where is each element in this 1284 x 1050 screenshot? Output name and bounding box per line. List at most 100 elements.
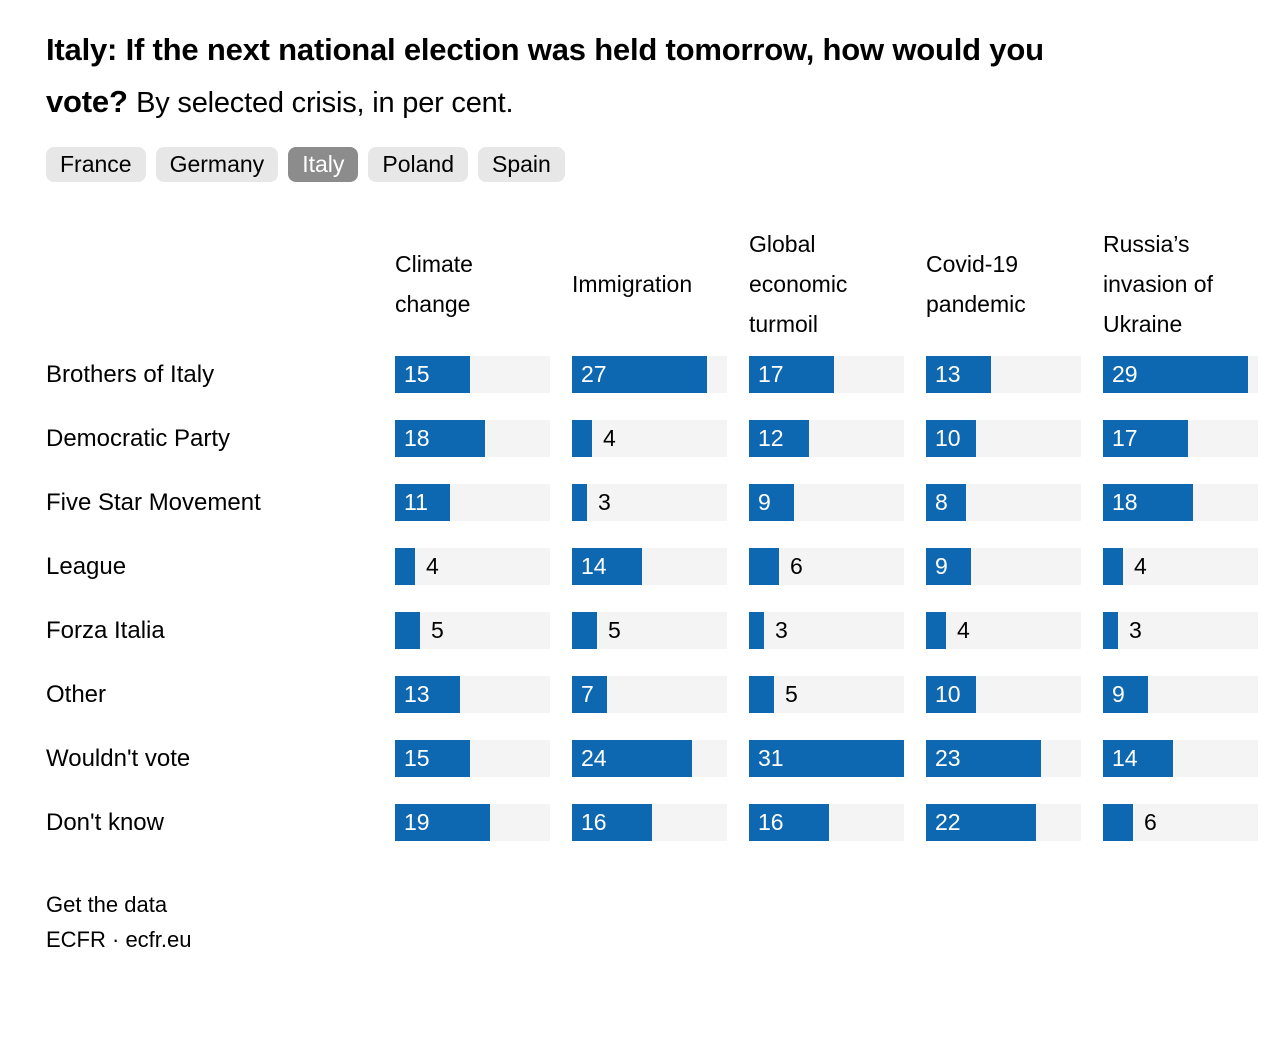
bar-track: 4 — [572, 420, 727, 457]
table-row: League 4 14 6 9 4 — [46, 548, 1258, 585]
tab-germany[interactable]: Germany — [155, 147, 279, 182]
bar-value: 4 — [957, 617, 970, 643]
tab-spain[interactable]: Spain — [478, 147, 565, 182]
bar-value: 10 — [935, 681, 961, 707]
tab-italy[interactable]: Italy — [288, 147, 359, 182]
bar-track: 4 — [1103, 548, 1258, 585]
chart-subtitle: By selected crisis, in per cent. — [136, 87, 514, 119]
bar-value: 29 — [1112, 361, 1138, 387]
bar-track: 24 — [572, 740, 727, 777]
bar-fill — [1103, 740, 1173, 777]
bar-fill — [1103, 484, 1193, 521]
tab-poland[interactable]: Poland — [368, 147, 468, 182]
column-header-1: Climate change — [395, 251, 473, 317]
bar-value: 5 — [431, 617, 444, 643]
column-header-row: Climate change Immigration Global economic… — [46, 218, 1238, 350]
bar-track: 5 — [749, 676, 904, 713]
bar-value: 7 — [581, 681, 594, 707]
bar-fill — [1103, 420, 1188, 457]
bar-track: 15 — [395, 740, 550, 777]
bar-fill — [572, 548, 642, 585]
bar-value: 15 — [404, 361, 430, 387]
bar-value: 3 — [775, 617, 788, 643]
bar-track: 19 — [395, 804, 550, 841]
bar-track: 17 — [749, 356, 904, 393]
table-row: Brothers of Italy 15 27 17 13 29 — [46, 356, 1258, 393]
bar-track: 9 — [749, 484, 904, 521]
bar-fill — [395, 548, 415, 585]
bar-fill — [926, 804, 1036, 841]
bar-track: 5 — [395, 612, 550, 649]
bar-track: 29 — [1103, 356, 1258, 393]
bar-fill — [572, 420, 592, 457]
bar-value: 12 — [758, 425, 784, 451]
bar-fill — [395, 420, 485, 457]
bar-value: 3 — [1129, 617, 1142, 643]
get-the-data-link[interactable]: Get the data — [46, 892, 168, 917]
bar-track: 6 — [749, 548, 904, 585]
bar-fill — [572, 484, 587, 521]
bar-track: 12 — [749, 420, 904, 457]
bar-value: 19 — [404, 809, 430, 835]
bar-track: 16 — [749, 804, 904, 841]
bar-fill — [926, 420, 976, 457]
bar-fill — [749, 676, 774, 713]
bar-value: 14 — [1112, 745, 1138, 771]
bar-track: 10 — [926, 676, 1081, 713]
chart-page: Italy: If the next national election was… — [46, 32, 1258, 952]
column-header-2: Immigration — [572, 271, 693, 297]
title-line2-bold: vote? — [46, 84, 128, 119]
bar-fill — [749, 804, 829, 841]
row-label: Five Star Movement — [46, 488, 261, 516]
bar-track: 6 — [1103, 804, 1258, 841]
bar-fill — [395, 612, 420, 649]
table-row: Don't know 19 16 16 22 6 — [46, 804, 1258, 841]
bar-fill — [1103, 356, 1248, 393]
bar-fill — [572, 804, 652, 841]
bar-track: 3 — [572, 484, 727, 521]
bar-track: 8 — [926, 484, 1081, 521]
bar-value: 4 — [603, 425, 616, 451]
table-row: Forza Italia 5 5 3 4 3 — [46, 612, 1258, 649]
bar-fill — [395, 804, 490, 841]
tab-france[interactable]: France — [46, 147, 146, 182]
column-header-3: Global economic turmoil — [749, 231, 848, 337]
table-row: Democratic Party 18 4 12 10 17 — [46, 420, 1258, 457]
row-label: Brothers of Italy — [46, 360, 215, 388]
bar-track: 16 — [572, 804, 727, 841]
chart-rows: Brothers of Italy 15 27 17 13 29 Democratic Pa… — [46, 356, 1258, 841]
bar-track: 14 — [572, 548, 727, 585]
bar-track: 3 — [749, 612, 904, 649]
bar-track: 9 — [1103, 676, 1258, 713]
bar-fill — [395, 676, 460, 713]
bar-fill — [395, 740, 470, 777]
column-header-4: Covid-19 pandemic — [926, 251, 1026, 317]
bar-track: 23 — [926, 740, 1081, 777]
bar-fill — [1103, 548, 1123, 585]
bar-value: 3 — [598, 489, 611, 515]
bar-fill — [1103, 612, 1118, 649]
bar-track: 3 — [1103, 612, 1258, 649]
country-tab-bar: France Germany Italy Poland Spain — [46, 147, 1238, 182]
bar-track: 4 — [395, 548, 550, 585]
bar-value: 31 — [758, 745, 784, 771]
table-row: Five Star Movement 11 3 9 8 18 — [46, 484, 1258, 521]
bar-value: 4 — [1134, 553, 1147, 579]
bar-track: 14 — [1103, 740, 1258, 777]
bar-fill — [749, 612, 764, 649]
bar-value: 16 — [758, 809, 784, 835]
bar-fill — [926, 356, 991, 393]
bar-track: 13 — [395, 676, 550, 713]
bar-chart-grid: Climate change Immigration Global economic… — [46, 218, 1258, 841]
bar-fill — [926, 548, 971, 585]
bar-value: 9 — [1112, 681, 1125, 707]
bar-value: 9 — [935, 553, 948, 579]
bar-value: 14 — [581, 553, 607, 579]
bar-track: 17 — [1103, 420, 1258, 457]
bar-value: 16 — [581, 809, 607, 835]
bar-fill — [572, 740, 692, 777]
bar-track: 5 — [572, 612, 727, 649]
bar-value: 9 — [758, 489, 771, 515]
bar-value: 4 — [426, 553, 439, 579]
bar-fill — [1103, 676, 1148, 713]
